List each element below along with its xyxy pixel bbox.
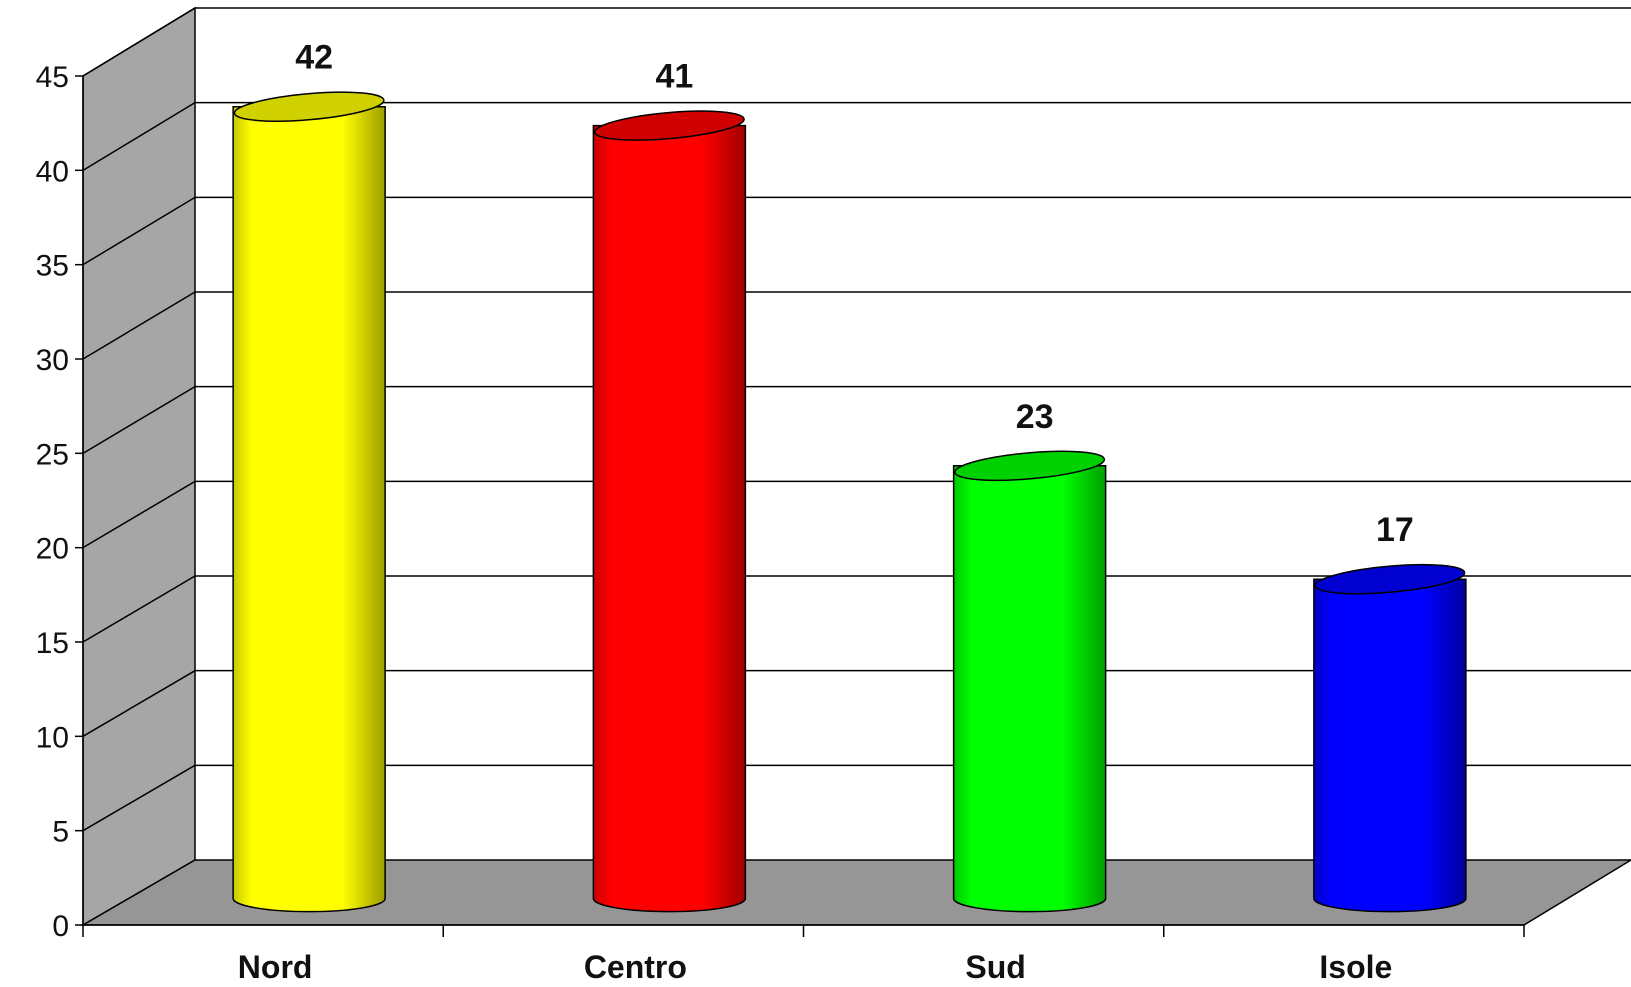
cylinder-top	[593, 110, 745, 141]
side-gridline	[82, 764, 196, 832]
bar-isole	[1313, 563, 1467, 913]
data-label-sud: 23	[1016, 398, 1054, 436]
chart-side-wall	[82, 6, 196, 927]
x-category-label: Nord	[238, 949, 313, 985]
side-gridline	[82, 196, 196, 266]
y-tick-label: 20	[36, 533, 69, 566]
side-gridline	[82, 102, 196, 171]
cylinder-top	[954, 450, 1106, 482]
chart-gridlines	[82, 7, 1631, 832]
y-tick-label: 5	[52, 816, 69, 849]
x-category-label: Sud	[965, 949, 1025, 985]
y-tick-label: 45	[36, 61, 69, 94]
cylinder-body	[952, 465, 1107, 913]
y-tick-label: 40	[36, 155, 69, 188]
x-category-label: Isole	[1319, 949, 1392, 985]
y-tick-label: 35	[36, 250, 69, 283]
side-gridline	[82, 670, 196, 737]
x-axis: Nord Centro Sud Isole	[82, 924, 1525, 985]
y-tick-label: 25	[36, 438, 69, 471]
side-gridline	[82, 386, 196, 454]
bar-centro	[592, 110, 747, 913]
y-tick-label: 30	[36, 344, 69, 377]
y-tick-label: 15	[36, 627, 69, 660]
side-gridline	[82, 7, 196, 77]
data-label-isole: 17	[1376, 511, 1414, 549]
data-label-nord: 42	[295, 39, 333, 77]
side-gridline	[82, 480, 196, 549]
x-category-label: Centro	[584, 949, 687, 985]
y-tick-label: 0	[52, 910, 69, 943]
chart-data-labels: 42 41 23 17	[295, 39, 1414, 550]
bar-nord	[232, 91, 386, 913]
chart-bars	[232, 91, 1467, 913]
cylinder-top	[1314, 563, 1466, 595]
y-tick-label: 10	[36, 721, 69, 754]
cylinder-body	[592, 124, 747, 913]
data-label-centro: 41	[655, 58, 693, 96]
cylinder-body	[232, 105, 386, 913]
side-gridline	[82, 291, 196, 360]
cylinder-top	[233, 91, 385, 122]
cylinder-body	[1313, 578, 1467, 913]
y-axis: 0 5 10 15 20 25 30 35 40 45	[36, 61, 84, 943]
side-gridline	[82, 575, 196, 643]
side-wall-panel	[82, 6, 196, 927]
bar-sud	[952, 450, 1107, 913]
